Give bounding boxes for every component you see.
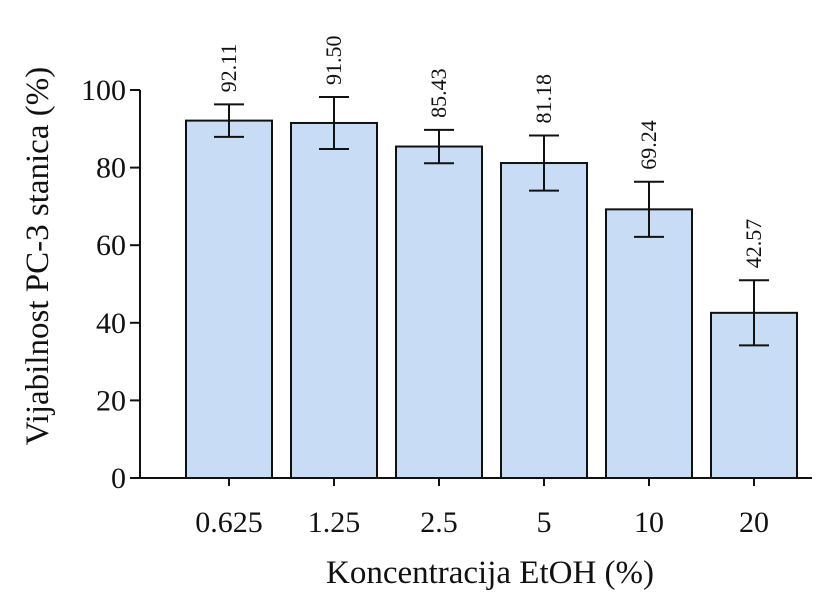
y-tick-label-20: 20	[96, 384, 126, 417]
y-tick-label-100: 100	[81, 74, 126, 107]
x-tick-label-1.25: 1.25	[308, 506, 361, 539]
x-tick-label-10: 10	[634, 506, 664, 539]
bar-5	[500, 162, 588, 479]
data-label-10: 69.24	[636, 120, 661, 170]
x-tick-label-20: 20	[739, 506, 769, 539]
data-labels: 92.11 91.50 85.43 81.18 69.24 42.57	[216, 35, 766, 268]
bar-1.25	[290, 121, 378, 479]
error-bar-5	[529, 134, 559, 192]
data-label-20: 42.57	[741, 219, 766, 269]
data-label-1.25: 91.50	[321, 35, 346, 85]
x-axis-title: Koncentracija EtOH (%)	[326, 555, 654, 591]
error-bar-20	[739, 279, 769, 347]
x-tick-label-2.5: 2.5	[420, 506, 458, 539]
error-bar-0.625	[214, 103, 244, 138]
x-tick-label-0.625: 0.625	[195, 506, 263, 539]
data-label-2.5: 85.43	[426, 68, 451, 118]
data-label-5: 81.18	[531, 74, 556, 124]
bars	[185, 119, 798, 480]
y-tick-label-80: 80	[96, 152, 126, 185]
axes: 0.625 1.25 2.5 5 10 20 0 20 40 60 80 100	[81, 74, 812, 539]
y-tick-label-60: 60	[96, 229, 126, 262]
data-label-0.625: 92.11	[216, 44, 241, 93]
y-tick-label-40: 40	[96, 307, 126, 340]
y-tick-label-0: 0	[111, 462, 126, 495]
error-bar-1.25	[319, 95, 349, 150]
y-axis-title: Vijabilnost PC-3 stanica (%)	[20, 67, 56, 445]
error-bar-2.5	[424, 128, 454, 165]
bar-2.5	[395, 145, 483, 480]
error-bar-10	[634, 180, 664, 238]
bar-0.625	[185, 119, 273, 480]
bar-10	[605, 208, 693, 480]
error-bars	[214, 95, 769, 347]
x-tick-label-5: 5	[537, 506, 552, 539]
